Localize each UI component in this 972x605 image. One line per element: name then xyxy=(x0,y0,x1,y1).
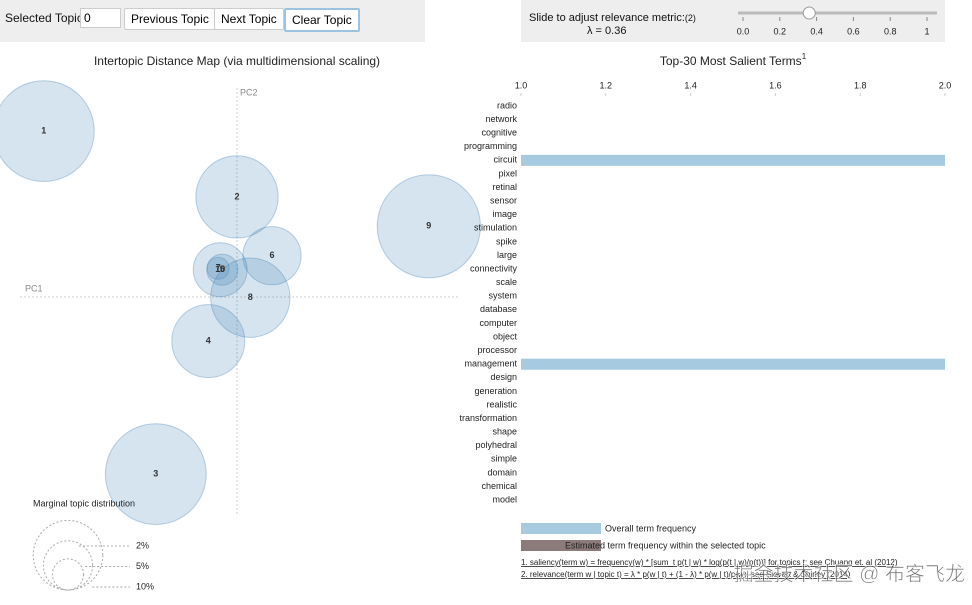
term-label: domain xyxy=(487,467,517,477)
size-legend-circle xyxy=(32,519,104,591)
slider-note: (2) xyxy=(684,13,696,23)
clear-topic-button[interactable]: Clear Topic xyxy=(284,8,360,32)
topic-label: 3 xyxy=(153,468,158,478)
footnote: 2. relevance(term w | topic t) = λ * p(w… xyxy=(521,570,851,579)
slider-handle[interactable] xyxy=(802,6,816,20)
chart-title-text: Top-30 Most Salient Terms xyxy=(660,54,802,68)
topic-label: 1 xyxy=(41,125,46,135)
size-legend-circle xyxy=(42,540,94,591)
term-label: polyhedral xyxy=(475,440,517,450)
term-label: scale xyxy=(496,277,517,287)
term-bar[interactable] xyxy=(521,154,945,166)
slider-tick-label: 1 xyxy=(924,26,929,36)
chart-title: Intertopic Distance Map (via multidimens… xyxy=(94,54,380,68)
slider-tick-label: 0.6 xyxy=(847,26,860,36)
term-label: system xyxy=(488,291,517,301)
x-tick-label: 1.2 xyxy=(600,80,613,90)
term-label: network xyxy=(485,114,517,124)
slider-tick-label: 0.4 xyxy=(810,26,823,36)
term-label: processor xyxy=(477,345,517,355)
term-label: object xyxy=(493,331,518,341)
topic-bubble[interactable] xyxy=(376,174,481,279)
size-legend-label: 5% xyxy=(136,561,149,571)
topic-label: 7 xyxy=(216,263,221,273)
term-label: image xyxy=(492,209,517,219)
legend-swatch xyxy=(521,523,601,534)
topic-label: 5 xyxy=(220,264,225,274)
x-tick-label: 1.6 xyxy=(769,80,782,90)
term-label: model xyxy=(492,494,517,504)
watermark: 掘金技术社区 @ 布客飞龙 xyxy=(734,562,965,585)
slider-tick-label: 0.8 xyxy=(884,26,897,36)
term-label: cognitive xyxy=(481,128,517,138)
term-label: design xyxy=(490,372,517,382)
topic-label: 4 xyxy=(206,335,211,345)
slider-label-text: Slide to adjust relevance metric: xyxy=(529,12,685,24)
relevance-controls: Slide to adjust relevance metric:(2) λ =… xyxy=(521,0,945,42)
topic-bubble[interactable] xyxy=(206,256,230,280)
term-label: connectivity xyxy=(470,263,518,273)
term-label: radio xyxy=(497,100,517,110)
size-legend-circle xyxy=(51,558,85,591)
term-label: simple xyxy=(491,454,517,464)
term-label: retinal xyxy=(492,182,517,192)
size-legend-label: 10% xyxy=(136,581,154,591)
term-label: generation xyxy=(474,386,517,396)
term-label: realistic xyxy=(486,399,517,409)
term-label: management xyxy=(464,359,517,369)
topic-bubble[interactable] xyxy=(104,423,207,526)
term-label: database xyxy=(480,304,517,314)
footnote: 1. saliency(term w) = frequency(w) * [su… xyxy=(521,558,898,567)
term-label: chemical xyxy=(481,481,517,491)
term-label: pixel xyxy=(498,168,517,178)
topic-label: 8 xyxy=(248,292,253,302)
x-tick-label: 1.8 xyxy=(854,80,867,90)
size-legend-label: 2% xyxy=(136,540,149,550)
next-topic-button[interactable]: Next Topic xyxy=(214,8,284,30)
topic-label: 9 xyxy=(426,221,431,231)
topic-bubble[interactable] xyxy=(0,80,95,182)
selected-topic-label: Selected Topic: xyxy=(5,11,87,25)
term-label: stimulation xyxy=(474,223,517,233)
topic-bubble[interactable] xyxy=(195,155,279,239)
topic-label: 6 xyxy=(269,250,274,260)
legend-label: Overall term frequency xyxy=(605,523,697,533)
topic-label: 10 xyxy=(215,264,225,274)
lambda-label: λ = 0.36 xyxy=(587,25,627,37)
topic-bubble[interactable] xyxy=(242,226,302,286)
legend-swatch xyxy=(521,540,601,551)
slider-label: Slide to adjust relevance metric:(2) xyxy=(529,12,696,24)
term-label: transformation xyxy=(459,413,517,423)
slider-tick-label: 0.0 xyxy=(737,26,750,36)
topic-bubble[interactable] xyxy=(206,253,239,286)
topic-bubble[interactable] xyxy=(171,304,246,379)
term-bar[interactable] xyxy=(521,358,945,370)
slider-tick-label: 0.2 xyxy=(774,26,787,36)
term-label: spike xyxy=(496,236,517,246)
x-axis-label: PC1 xyxy=(25,283,43,293)
y-axis-label: PC2 xyxy=(240,87,258,97)
chart-title-note: 1 xyxy=(802,52,807,61)
legend-label: Estimated term frequency within the sele… xyxy=(565,540,766,550)
term-label: computer xyxy=(479,318,517,328)
topic-label: 2 xyxy=(234,191,239,201)
term-label: programming xyxy=(464,141,517,151)
term-label: shape xyxy=(492,427,517,437)
topic-bubble[interactable] xyxy=(210,257,291,338)
selected-topic-input[interactable]: 0 xyxy=(80,8,121,28)
topic-controls: Selected Topic: 0 Previous Topic Next To… xyxy=(0,0,425,42)
topic-bubble[interactable] xyxy=(192,242,248,298)
chart-title: Top-30 Most Salient Terms1 xyxy=(660,52,807,68)
term-label: large xyxy=(497,250,517,260)
x-tick-label: 2.0 xyxy=(939,80,952,90)
x-tick-label: 1.0 xyxy=(515,80,528,90)
x-tick-label: 1.4 xyxy=(684,80,697,90)
term-label: sensor xyxy=(490,196,517,206)
size-legend-title: Marginal topic distribution xyxy=(33,498,135,508)
term-label: circuit xyxy=(493,155,517,165)
